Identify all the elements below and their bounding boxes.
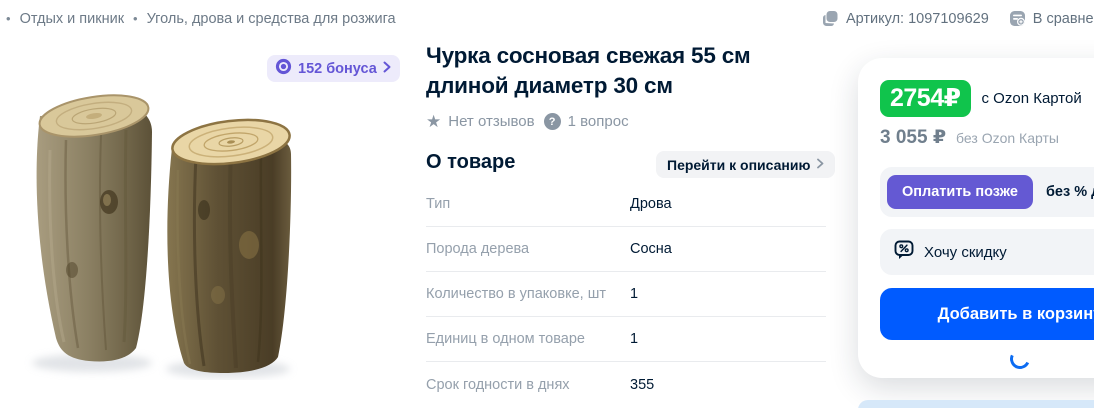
article-copy[interactable]: Артикул: 1097109629 [822, 10, 989, 27]
regular-price-row: 3 055 ₽ без Ozon Карты [880, 126, 1094, 149]
table-row: Порода дерева Сосна [426, 227, 826, 272]
header-actions: Артикул: 1097109629 В сравнении [822, 10, 1094, 27]
card-price: 2754₽ [880, 80, 971, 117]
product-image[interactable] [6, 80, 310, 380]
spec-value: 1 [630, 331, 639, 347]
compare-label: В сравнении [1032, 10, 1094, 27]
product-meta: ★ Нет отзывов ? 1 вопрос [426, 113, 629, 130]
spec-value: Дрова [630, 196, 672, 212]
pay-later-button[interactable]: Оплатить позже [887, 175, 1033, 209]
bonus-badge-label: 152 бонуса [298, 60, 377, 77]
breadcrumb-separator [133, 11, 138, 27]
chevron-right-icon [817, 156, 824, 174]
price-row: 2754₽ с Ozon Картой [880, 80, 1094, 117]
delivery-card-teaser [858, 400, 1094, 408]
questions-label: 1 вопрос [567, 113, 629, 130]
goto-description-button[interactable]: Перейти к описанию [656, 151, 836, 178]
spec-value: 1 [630, 286, 639, 302]
breadcrumb: Отдых и пикник Уголь, дрова и средства д… [6, 11, 396, 27]
regular-price: 3 055 ₽ [880, 127, 947, 148]
copy-icon [822, 10, 839, 27]
pay-later-row: Оплатить позже без % до 17 [880, 167, 1094, 217]
loading-spinner [1007, 346, 1033, 372]
table-row: Единиц в одном товаре 1 [426, 317, 826, 362]
breadcrumb-item-firewood[interactable]: Уголь, дрова и средства для розжига [146, 11, 396, 27]
add-to-cart-button[interactable]: Добавить в корзину [880, 288, 1094, 340]
spec-label: Срок годности в днях [426, 376, 570, 393]
star-icon: ★ [426, 112, 442, 131]
spec-label: Порода дерева [426, 241, 530, 257]
table-row: Срок годности в днях 355 [426, 362, 826, 407]
questions-link[interactable]: ? 1 вопрос [543, 113, 629, 130]
pay-later-note: без % до 17 [1045, 184, 1094, 200]
spec-label: Единиц в одном товаре [426, 331, 585, 347]
spec-value: Сосна [630, 241, 672, 257]
about-heading: О товаре [426, 151, 516, 173]
purchase-card: 2754₽ с Ozon Картой 3 055 ₽ без Ozon Кар… [858, 58, 1094, 378]
discount-bubble-icon [894, 240, 914, 265]
goto-description-label: Перейти к описанию [667, 156, 811, 173]
bonus-badge[interactable]: 152 бонуса [267, 55, 400, 82]
product-title: Чурка сосновая свежая 55 см длиной диаме… [426, 43, 751, 98]
discount-request-button[interactable]: Хочу скидку [880, 229, 1094, 275]
loading-row [880, 346, 1094, 372]
spec-label: Количество в упаковке, шт [426, 286, 606, 302]
chevron-right-icon [383, 60, 391, 78]
spec-value: 355 [630, 376, 655, 393]
ozon-bonus-icon [275, 58, 292, 80]
regular-price-suffix: без Ozon Карты [956, 130, 1059, 146]
card-price-suffix: с Ozon Картой [981, 90, 1082, 107]
reviews-label: Нет отзывов [448, 113, 535, 130]
spec-label: Тип [426, 196, 451, 212]
table-row: Количество в упаковке, шт 1 [426, 272, 826, 317]
spec-table: Тип Дрова Порода дерева Сосна Количество… [426, 182, 826, 407]
breadcrumb-separator [6, 11, 11, 27]
pine-logs-photo [32, 94, 292, 378]
discount-label: Хочу скидку [924, 243, 1007, 261]
article-label: Артикул: 1097109629 [846, 10, 989, 27]
breadcrumb-item-recreation[interactable]: Отдых и пикник [19, 11, 125, 27]
question-icon: ? [543, 113, 561, 130]
table-row: Тип Дрова [426, 182, 826, 227]
reviews-link[interactable]: ★ Нет отзывов [426, 113, 535, 130]
compare-icon [1009, 10, 1026, 27]
compare-link[interactable]: В сравнении [1009, 10, 1094, 27]
